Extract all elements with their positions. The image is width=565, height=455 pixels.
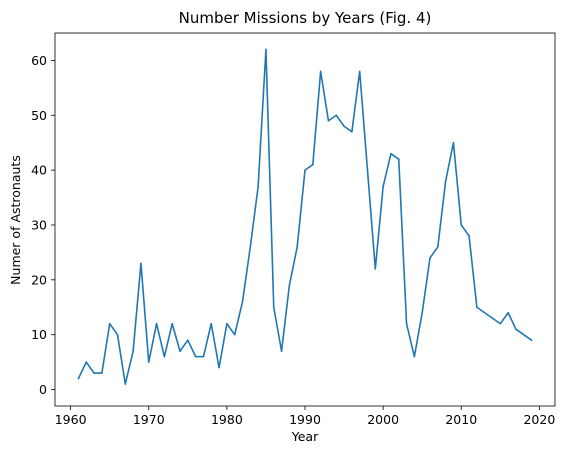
data-point <box>405 322 408 325</box>
data-point <box>272 306 275 309</box>
y-tick-label: 60 <box>31 53 47 68</box>
data-point <box>437 246 439 248</box>
data-point <box>280 350 283 352</box>
x-tick-label: 2010 <box>445 412 477 427</box>
data-point <box>179 350 181 352</box>
data-point <box>476 306 478 309</box>
data-point <box>85 361 88 363</box>
data-point <box>374 268 377 270</box>
data-point <box>249 246 252 248</box>
y-tick-label: 20 <box>31 272 47 287</box>
y-axis: 0 10 20 30 40 50 60 <box>31 53 55 397</box>
data-point <box>366 169 369 171</box>
x-tick-label: 1970 <box>133 412 165 427</box>
data-point <box>319 70 322 73</box>
data-point <box>499 322 502 325</box>
data-point <box>124 383 127 385</box>
data-point <box>194 355 197 358</box>
data-point <box>327 119 330 122</box>
data-point <box>429 257 431 259</box>
data-point <box>390 152 392 155</box>
data-point <box>452 141 455 144</box>
series-line <box>77 48 533 385</box>
data-point <box>257 185 259 188</box>
x-tick-label: 2000 <box>367 412 399 427</box>
data-point <box>171 322 173 325</box>
data-point <box>241 300 244 303</box>
x-axis-label: Year <box>291 429 319 444</box>
y-axis-label: Numer of Astronauts <box>8 155 23 285</box>
data-point <box>147 361 150 363</box>
chart-title: Number Missions by Years (Fig. 4) <box>179 9 432 27</box>
y-tick-label: 40 <box>31 163 47 178</box>
data-point <box>351 130 353 133</box>
data-point <box>397 158 400 160</box>
data-point <box>226 322 228 325</box>
plot-frame <box>54 32 556 407</box>
data-point <box>140 262 142 265</box>
data-point <box>468 235 470 237</box>
y-tick-label: 0 <box>39 382 47 397</box>
data-point <box>93 372 95 374</box>
data-point <box>132 350 134 352</box>
data-point <box>413 355 416 358</box>
y-tick-label: 50 <box>31 108 47 123</box>
data-point <box>202 355 205 358</box>
data-point <box>460 224 463 226</box>
data-points <box>77 48 533 385</box>
x-tick-label: 2020 <box>523 412 555 427</box>
data-point <box>343 125 345 128</box>
data-point <box>296 246 298 248</box>
data-point <box>530 339 533 341</box>
data-point <box>312 163 314 166</box>
data-point <box>77 377 80 380</box>
data-point <box>108 322 111 325</box>
data-point <box>444 180 447 182</box>
x-tick-label: 1990 <box>289 412 321 427</box>
data-point <box>288 284 291 287</box>
data-point <box>304 169 306 171</box>
data-point <box>163 355 166 358</box>
x-tick-label: 1960 <box>55 412 87 427</box>
data-point <box>382 185 384 188</box>
x-axis: 1960 1970 1980 1990 2000 2010 2020 <box>55 406 555 427</box>
y-tick-label: 30 <box>31 217 47 232</box>
data-point <box>210 322 213 325</box>
data-point <box>233 333 236 336</box>
data-point <box>507 311 509 314</box>
y-tick-label: 10 <box>31 327 47 342</box>
data-point <box>358 70 361 73</box>
data-point <box>155 322 158 325</box>
data-point <box>265 48 267 51</box>
data-point <box>421 311 423 314</box>
data-point <box>515 328 517 331</box>
x-tick-label: 1980 <box>211 412 243 427</box>
data-point <box>335 114 338 117</box>
data-point <box>116 333 119 336</box>
data-point <box>101 372 103 374</box>
data-point <box>187 339 189 341</box>
data-point <box>218 366 220 369</box>
